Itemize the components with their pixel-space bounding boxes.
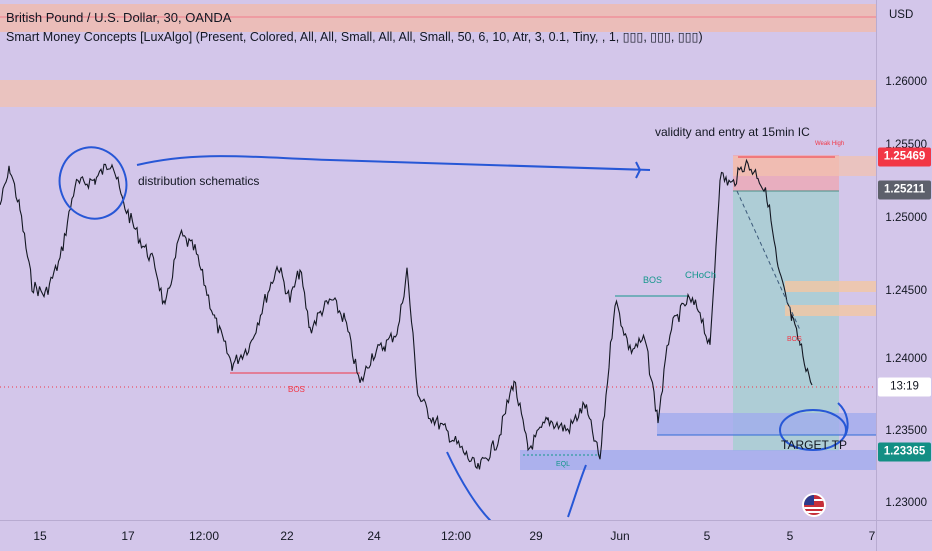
us-flag-icon[interactable] <box>802 493 826 517</box>
currency-label: USD <box>889 9 914 21</box>
label-choch: CHoCh <box>685 270 717 281</box>
drawing-circle-distribution <box>58 146 128 220</box>
price-tick: 1.24500 <box>885 285 927 297</box>
drawing-target-tail <box>837 402 849 437</box>
supply-zone-top <box>0 4 876 32</box>
price-series <box>0 158 813 470</box>
price-tag-target: 1.23365 <box>878 442 931 462</box>
annotation-distribution[interactable]: distribution schematics <box>138 174 260 188</box>
projection-dashed-line <box>736 190 801 331</box>
annotation-validity[interactable]: validity and entry at 15min IC <box>655 125 810 139</box>
drawing-circle-target <box>779 409 847 451</box>
annotation-target[interactable]: TARGET TP <box>781 438 848 452</box>
time-tick: 5 <box>703 529 711 543</box>
time-tick: Jun <box>610 529 630 543</box>
price-chart[interactable] <box>0 0 876 520</box>
drawing-curve-bottom <box>446 451 587 520</box>
price-tick: 1.26000 <box>885 76 927 88</box>
price-axis[interactable]: USD 1.26000 1.25500 1.25000 1.24500 1.24… <box>876 0 932 520</box>
price-tick: 1.23000 <box>885 497 927 509</box>
price-tick: 1.25000 <box>885 212 927 224</box>
time-axis[interactable]: 15 17 12:00 22 24 12:00 29 Jun 5 5 7 <box>0 520 876 551</box>
time-tick: 5 <box>786 529 794 543</box>
price-tick: 1.24000 <box>885 353 927 365</box>
demand-zone-upper <box>657 413 876 435</box>
order-block-zone-1 <box>785 281 876 292</box>
demand-zone-lower <box>520 450 876 470</box>
legend-indicator[interactable]: Smart Money Concepts [LuxAlgo] (Present,… <box>6 30 703 44</box>
legend-title[interactable]: British Pound / U.S. Dollar, 30, OANDA <box>6 10 232 25</box>
chart-area[interactable]: British Pound / U.S. Dollar, 30, OANDA S… <box>0 0 876 520</box>
price-tick: 1.23500 <box>885 425 927 437</box>
drawing-arrow-head <box>635 161 642 179</box>
time-tick: 12:00 <box>188 529 220 543</box>
time-tick: 22 <box>280 529 294 543</box>
price-tag-mid: 1.25211 <box>878 180 931 200</box>
time-tick: 24 <box>367 529 381 543</box>
price-tag-countdown: 13:19 <box>878 377 931 397</box>
time-tick: 15 <box>33 529 47 543</box>
axis-corner <box>876 520 932 551</box>
supply-zone-upper <box>0 80 876 107</box>
time-tick: 12:00 <box>440 529 472 543</box>
label-bos-right: BOS <box>643 275 663 285</box>
time-tick: 29 <box>529 529 543 543</box>
long-position-profit-area <box>733 191 839 451</box>
label-bos-left: BOS <box>288 385 305 394</box>
weak-high-zone <box>733 156 876 176</box>
order-block-zone-2 <box>785 305 876 316</box>
label-weak-high: Weak High <box>815 141 845 147</box>
drawing-line-range <box>136 155 651 171</box>
label-eql: EQL <box>556 461 571 468</box>
time-tick: 17 <box>121 529 135 543</box>
label-bos-small: BOS <box>787 336 802 343</box>
price-tag-high: 1.25469 <box>878 147 931 167</box>
time-tick: 7 <box>868 529 876 543</box>
